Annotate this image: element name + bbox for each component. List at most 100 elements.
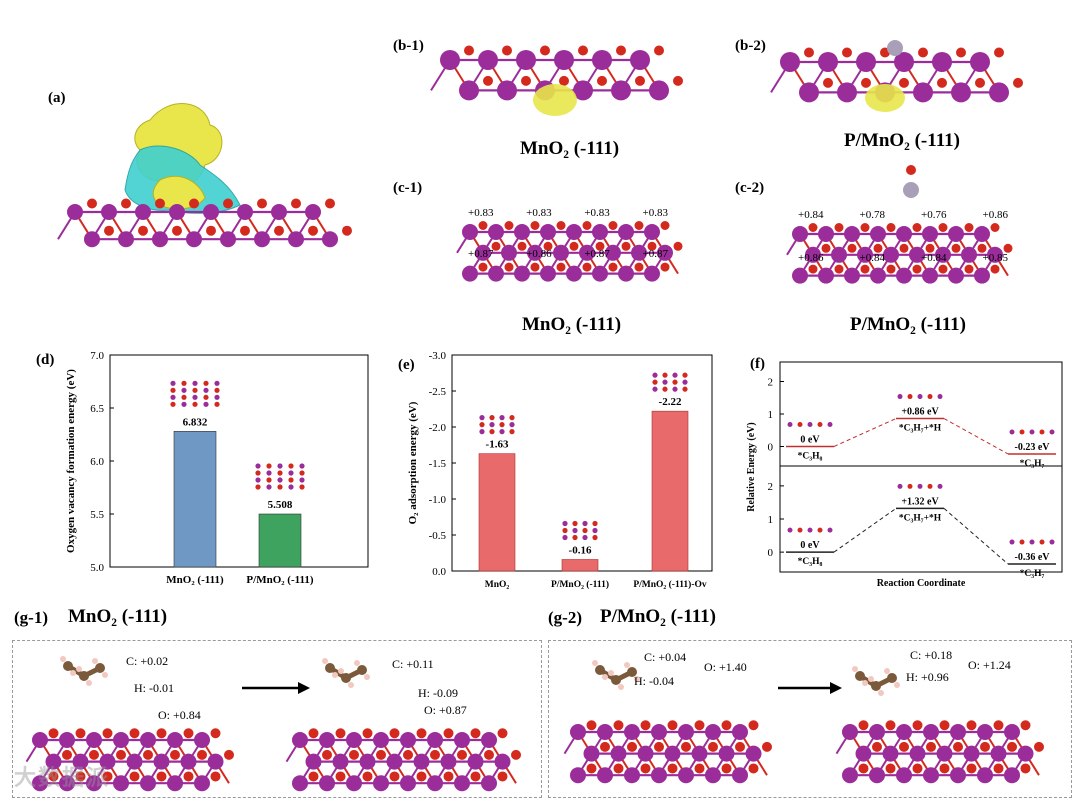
connector	[943, 418, 1009, 455]
mn-atom	[194, 775, 210, 792]
o-atom	[322, 749, 332, 760]
o-atom	[504, 221, 514, 230]
g-illustrations	[25, 656, 1044, 792]
mn-atom	[481, 732, 497, 748]
mn-atom	[478, 50, 498, 70]
o-atom	[483, 75, 493, 86]
o-atom	[912, 264, 922, 274]
mn-atom	[583, 745, 600, 762]
h-atom	[102, 672, 108, 678]
o-atom	[990, 223, 1000, 232]
y-tick-label: -2.5	[429, 386, 447, 398]
h-atom	[878, 690, 884, 696]
o-atom	[582, 221, 592, 230]
o-atom	[926, 741, 936, 752]
o-atom	[497, 728, 508, 739]
o-atom	[491, 241, 501, 251]
o-atom	[608, 262, 618, 272]
o-atom	[694, 763, 705, 774]
mn-atom	[305, 204, 321, 220]
o-atom	[640, 763, 651, 774]
mn-atom	[678, 767, 694, 784]
c-atom	[611, 675, 621, 685]
o-atom	[912, 720, 923, 731]
mn-atom	[413, 753, 430, 770]
mn-atom	[605, 244, 621, 261]
mn-atom	[113, 732, 129, 748]
o-atom	[416, 771, 427, 782]
o-atom	[582, 262, 592, 272]
mn-atom	[597, 767, 613, 784]
charges-bottom-c1: +0.87 +0.86 +0.87 +0.87	[468, 248, 668, 260]
charges-top-c2: +0.84 +0.78 +0.76 +0.86	[798, 209, 1008, 221]
mn-atom	[72, 753, 89, 770]
o-atom	[1020, 720, 1031, 731]
bar	[478, 453, 516, 572]
c-atom	[855, 671, 865, 681]
o-atom	[430, 749, 440, 760]
o-atom	[847, 243, 857, 253]
o-atom	[389, 771, 400, 782]
mn-atom	[855, 745, 872, 762]
bar	[651, 410, 689, 572]
mn-atom	[180, 753, 197, 770]
o-atom	[530, 221, 540, 230]
mn-atom	[869, 724, 885, 740]
mn-atom	[540, 265, 556, 282]
o-atom	[484, 749, 494, 760]
mn-atom	[454, 732, 470, 748]
h-atom	[86, 680, 92, 686]
c-atom	[325, 663, 335, 673]
mn-atom	[651, 724, 667, 740]
y-tick-label: 2	[768, 481, 774, 493]
c-atom	[79, 671, 89, 681]
o-atom	[980, 741, 990, 752]
h-atom	[894, 682, 900, 688]
structure-inset	[255, 463, 305, 490]
mn-atom	[970, 52, 990, 72]
h-atom	[76, 666, 82, 672]
mn-atom	[896, 767, 912, 784]
mn-atom	[570, 767, 586, 784]
charge-density-a	[124, 103, 241, 214]
o-atom	[104, 225, 114, 236]
g2-left-o: O: +1.40	[704, 660, 747, 674]
slab-g2-left	[563, 720, 772, 784]
mn-atom	[153, 753, 170, 770]
structure-inset	[1009, 539, 1055, 545]
mn-atom	[977, 767, 993, 784]
structure-inset	[787, 527, 833, 533]
y-axis-label: Relative Energy (eV)	[746, 422, 757, 511]
chart-f: 0 1 2 0 eV *C₃H₈ +0.86 eV *C₃H₇+*H -0.23 eV *C₃H…	[746, 361, 1063, 589]
o-atom	[654, 45, 664, 56]
slab-g1-right	[285, 728, 521, 792]
mn-atom	[427, 732, 443, 748]
o-atom	[860, 223, 870, 232]
h-atom	[634, 676, 640, 682]
mn-atom	[611, 80, 631, 101]
mn-atom	[386, 753, 403, 770]
o-atom	[647, 241, 657, 251]
mn-atom	[651, 767, 667, 784]
o-atom	[634, 262, 644, 272]
o-atom	[342, 225, 352, 236]
o-atom	[912, 223, 922, 232]
o-atom	[48, 728, 59, 739]
mn-atom	[427, 775, 443, 792]
o-atom	[556, 221, 566, 230]
o-atom	[1007, 741, 1017, 752]
charge-label: +0.87	[468, 248, 494, 260]
charge-label: +0.83	[584, 207, 610, 219]
o-atom	[858, 720, 869, 731]
mn-atom	[923, 724, 939, 740]
c-atom	[63, 661, 73, 671]
o-atom	[634, 221, 644, 230]
o-atom	[470, 728, 481, 739]
mn-atom	[462, 224, 478, 240]
g2-right-o: O: +1.24	[968, 658, 1011, 672]
mn-atom	[610, 745, 627, 762]
mn-atom	[624, 724, 640, 740]
g1-left-h: H: -0.01	[134, 681, 174, 695]
g1-left-o: O: +0.84	[158, 708, 201, 722]
mn-atom	[870, 267, 886, 284]
